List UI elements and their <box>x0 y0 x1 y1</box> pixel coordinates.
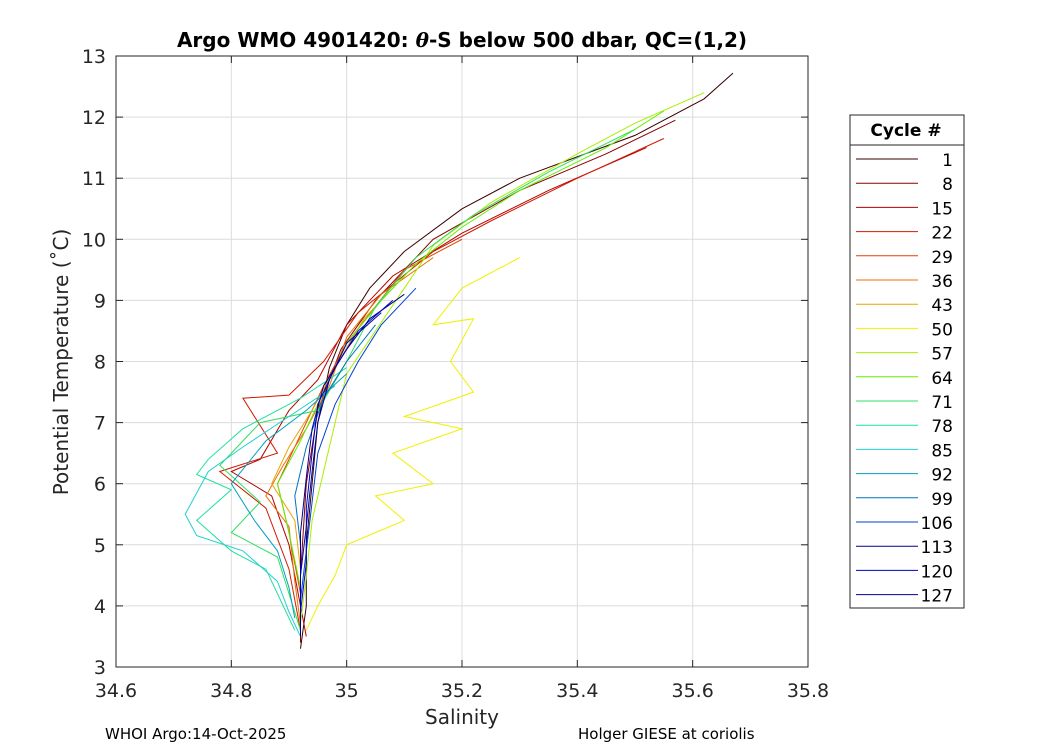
x-tick-label: 34.8 <box>210 680 252 702</box>
legend-box <box>849 114 965 609</box>
legend-entry-label: 1 <box>942 151 953 171</box>
footer-left-credit: WHOI Argo:14-Oct-2025 <box>105 725 287 743</box>
legend-entry-label: 64 <box>931 369 953 389</box>
y-tick-label: 12 <box>82 107 106 129</box>
legend-entry-label: 71 <box>931 393 953 413</box>
series-line-15 <box>230 147 647 637</box>
title-main: Argo WMO 4901420: <box>177 28 416 52</box>
series-line-127 <box>300 312 382 619</box>
legend-entry-label: 43 <box>931 296 953 316</box>
y-axis-label: Potential Temperature (˚C) <box>49 229 73 496</box>
legend-entry-label: 127 <box>921 587 953 607</box>
legend-entry-label: 92 <box>931 466 953 486</box>
y-tick-label: 11 <box>82 168 106 190</box>
x-tick-label: 35.4 <box>556 680 598 702</box>
legend-entry-label: 29 <box>931 248 953 268</box>
legend-entry-label: 99 <box>931 490 953 510</box>
x-tick-label: 35.6 <box>672 680 714 702</box>
y-tick-label: 6 <box>94 474 106 496</box>
series-line-22 <box>218 138 665 631</box>
title-rest: -S below 500 dbar, QC=(1,2) <box>429 28 747 52</box>
y-tick-label: 9 <box>94 290 106 312</box>
y-tick-label: 10 <box>82 229 106 251</box>
y-tick-label: 7 <box>94 413 106 435</box>
legend-entry-label: 50 <box>931 320 953 340</box>
x-tick-label: 34.6 <box>95 680 137 702</box>
y-tick-label: 13 <box>82 46 106 68</box>
legend-entry-label: 113 <box>921 538 953 558</box>
y-tick-label: 4 <box>94 596 106 618</box>
legend-title: Cycle # <box>870 121 941 141</box>
series-line-36 <box>265 257 434 625</box>
series-line-106 <box>300 287 417 631</box>
chart-title: Argo WMO 4901420: θ-S below 500 dbar, QC… <box>177 28 747 52</box>
legend-entry-label: 15 <box>931 199 953 219</box>
legend: Cycle # 18152229364350576471788592991061… <box>849 114 965 609</box>
legend-entries: 1 8 15 22 29 36 43 50 57 64 71 78 85 92 99 106 113 120 127 <box>856 151 953 607</box>
series-line-50 <box>305 257 520 631</box>
axis-ticks: 34.6 34.8 35 35.2 35.4 35.6 35.8 3 4 5 6 7 8 9 10 11 12 1… <box>82 46 829 702</box>
series-line-113 <box>300 293 405 637</box>
series-line-78 <box>195 367 347 631</box>
series-line-1 <box>300 72 734 649</box>
y-tick-label: 3 <box>94 657 106 679</box>
x-tick-label: 35.8 <box>787 680 829 702</box>
series-line-57 <box>300 92 705 625</box>
x-axis-label: Salinity <box>425 705 499 729</box>
title-theta: θ <box>416 28 430 52</box>
series-line-43 <box>271 275 405 570</box>
legend-entry-label: 8 <box>942 175 953 195</box>
x-tick-label: 35.2 <box>441 680 483 702</box>
legend-entry-label: 22 <box>931 224 953 244</box>
y-tick-label: 8 <box>94 352 106 374</box>
footer-right-credit: Holger GIESE at coriolis <box>578 725 755 743</box>
legend-entry-label: 78 <box>931 417 953 437</box>
legend-entry-label: 106 <box>921 514 953 534</box>
x-tick-label: 35 <box>335 680 359 702</box>
legend-entry-label: 120 <box>921 562 953 582</box>
series-group <box>184 72 734 649</box>
y-tick-label: 5 <box>94 535 106 557</box>
series-line-8 <box>300 119 676 643</box>
legend-entry-label: 57 <box>931 345 953 365</box>
legend-entry-label: 36 <box>931 272 953 292</box>
series-line-64 <box>276 110 665 588</box>
legend-entry-label: 85 <box>931 441 953 461</box>
series-line-92 <box>230 373 348 619</box>
series-line-85 <box>184 385 336 637</box>
